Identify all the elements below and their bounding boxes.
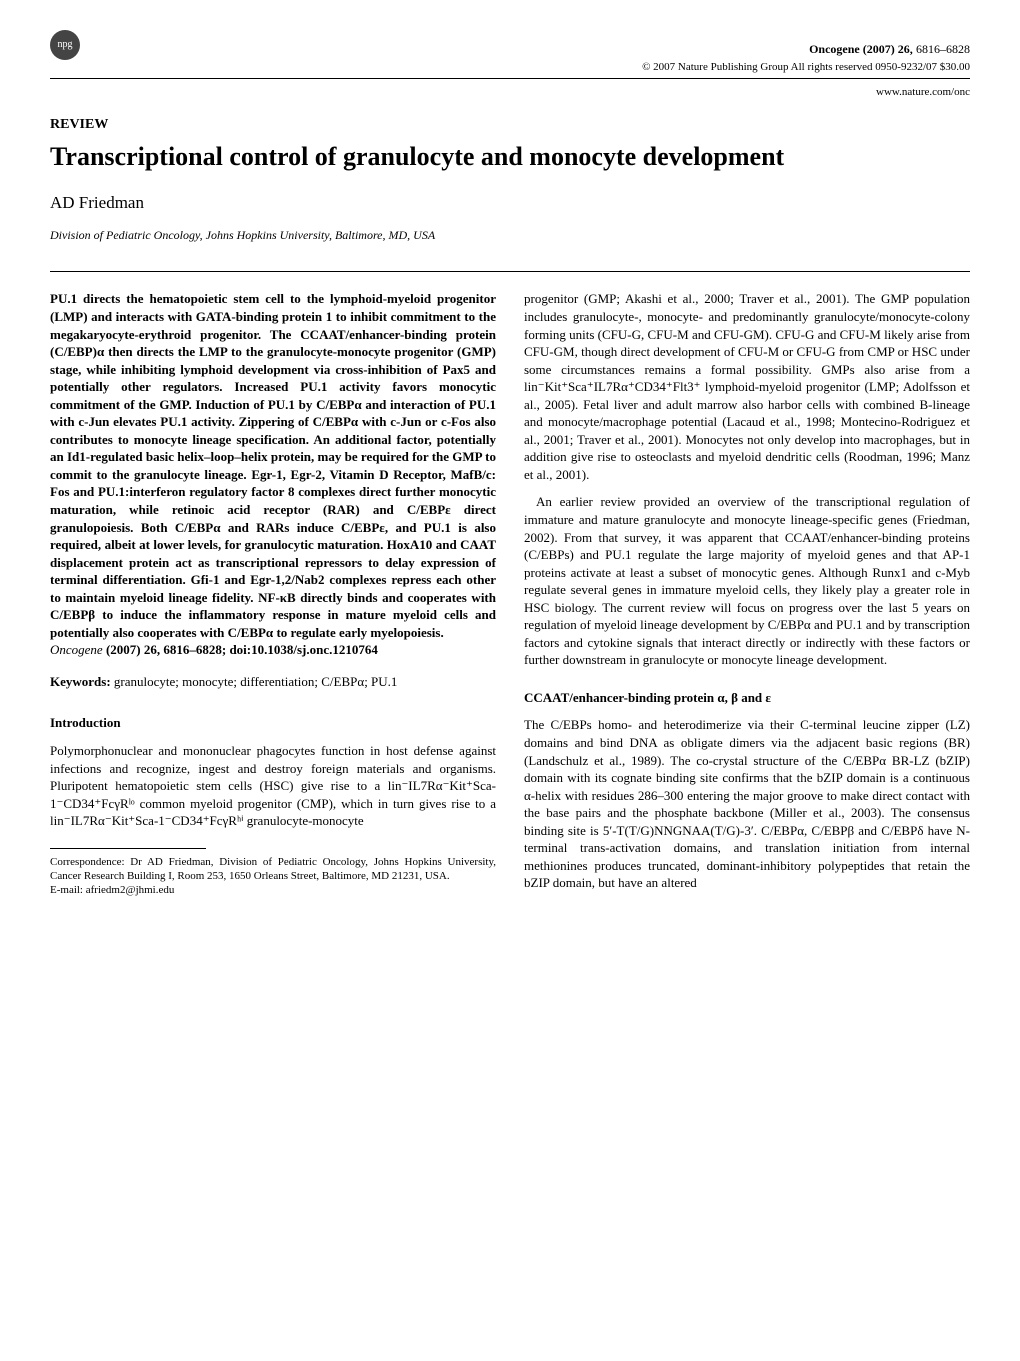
right-paragraph-2: An earlier review provided an overview o… [524,493,970,668]
footnote-rule [50,848,206,849]
right-paragraph-3: The C/EBPs homo- and heterodimerize via … [524,716,970,891]
author-name: AD Friedman [50,192,970,215]
correspondence-footnote: Correspondence: Dr AD Friedman, Division… [50,855,496,898]
journal-pages: 6816–6828 [916,42,970,56]
header-rule [50,78,970,79]
keywords-label: Keywords: [50,674,111,689]
abstract-text: PU.1 directs the hematopoietic stem cell… [50,291,496,639]
abstract-citation-rest: (2007) 26, 6816–6828; doi:10.1038/sj.onc… [103,642,378,657]
left-column: PU.1 directs the hematopoietic stem cell… [50,290,496,902]
abstract-citation-journal: Oncogene [50,642,103,657]
introduction-heading: Introduction [50,714,496,732]
article-type-label: REVIEW [50,116,970,135]
journal-name: Oncogene (2007) 26, [809,42,913,56]
website-url: www.nature.com/onc [50,85,970,100]
right-column: progenitor (GMP; Akashi et al., 2000; Tr… [524,290,970,902]
right-paragraph-1: progenitor (GMP; Akashi et al., 2000; Tr… [524,290,970,483]
two-column-layout: PU.1 directs the hematopoietic stem cell… [50,290,970,902]
title-rule [50,271,970,272]
footnote-email: E-mail: afriedm2@jhmi.edu [50,884,174,896]
article-title: Transcriptional control of granulocyte a… [50,141,970,172]
footnote-text: Correspondence: Dr AD Friedman, Division… [50,856,496,882]
keywords-text: granulocyte; monocyte; differentiation; … [111,674,398,689]
author-affiliation: Division of Pediatric Oncology, Johns Ho… [50,227,970,243]
copyright-line: © 2007 Nature Publishing Group All right… [50,60,970,75]
keywords-block: Keywords: granulocyte; monocyte; differe… [50,673,496,691]
ccaat-heading: CCAAT/enhancer-binding protein α, β and … [524,689,970,707]
publisher-logo: npg [50,30,80,60]
abstract-block: PU.1 directs the hematopoietic stem cell… [50,290,496,658]
journal-header: Oncogene (2007) 26, 6816–6828 [50,40,970,58]
intro-paragraph-1: Polymorphonuclear and mononuclear phagoc… [50,742,496,830]
